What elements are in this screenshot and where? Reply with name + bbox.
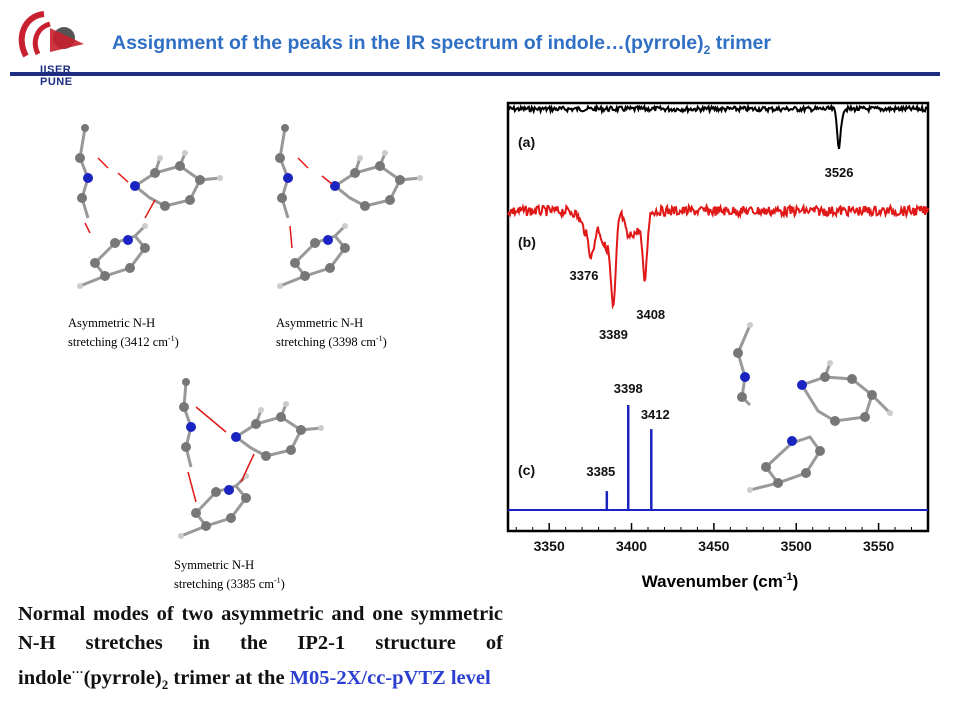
panel-label-a: (a) <box>518 134 535 150</box>
peak-label-3526: 3526 <box>825 165 854 180</box>
structure-caption-3: Symmetric N-H stretching (3385 cm-1) <box>174 558 285 592</box>
iiser-logo: IISER PUNE <box>14 8 106 88</box>
x-tick-label: 3450 <box>698 538 729 554</box>
logo-text: IISER PUNE <box>40 64 73 88</box>
peak-label-3412: 3412 <box>641 407 670 422</box>
panel-label-c: (c) <box>518 462 535 478</box>
x-axis-label: Wavenumber (cm-1) <box>642 571 799 591</box>
structure-image-1 <box>60 118 230 292</box>
peak-label-3376: 3376 <box>570 268 599 283</box>
peak-label-3385: 3385 <box>586 464 615 479</box>
header-rule <box>10 72 940 76</box>
inset-molecule-icon <box>733 322 893 493</box>
x-tick-label: 3550 <box>863 538 894 554</box>
peak-label-3408: 3408 <box>636 307 665 322</box>
peak-label-3398: 3398 <box>614 381 643 396</box>
logo-emblem-icon <box>18 11 84 58</box>
plot-frame <box>506 101 930 533</box>
panel-label-b: (b) <box>518 234 536 250</box>
molecule-1-icon <box>75 124 223 289</box>
spectrum-a-line <box>507 102 929 150</box>
molecule-2-icon <box>275 124 423 289</box>
method-highlight: M05-2X/cc-pVTZ level <box>289 666 491 689</box>
ir-spectrum-svg: Wavenumber (cm-1) 3350 3400 3450 3500 3550 (a… <box>506 101 930 591</box>
structure-image-3 <box>166 372 336 542</box>
peak-label-3389: 3389 <box>599 327 628 342</box>
spectrum-b-line <box>507 202 929 310</box>
x-tick-label: 3350 <box>534 538 565 554</box>
description-paragraph: Normal modes of two asymmetric and one s… <box>18 603 503 692</box>
structure-image-2 <box>260 118 430 292</box>
page-title: Assignment of the peaks in the IR spectr… <box>112 32 771 57</box>
x-tick-label: 3400 <box>616 538 647 554</box>
x-tick-label: 3500 <box>781 538 812 554</box>
structure-caption-1: Asymmetric N-H stretching (3412 cm-1) <box>68 316 179 350</box>
molecule-3-icon <box>178 378 324 539</box>
structure-caption-2: Asymmetric N-H stretching (3398 cm-1) <box>276 316 387 350</box>
ir-spectrum-chart: Wavenumber (cm-1) 3350 3400 3450 3500 3550 (a… <box>480 95 950 605</box>
